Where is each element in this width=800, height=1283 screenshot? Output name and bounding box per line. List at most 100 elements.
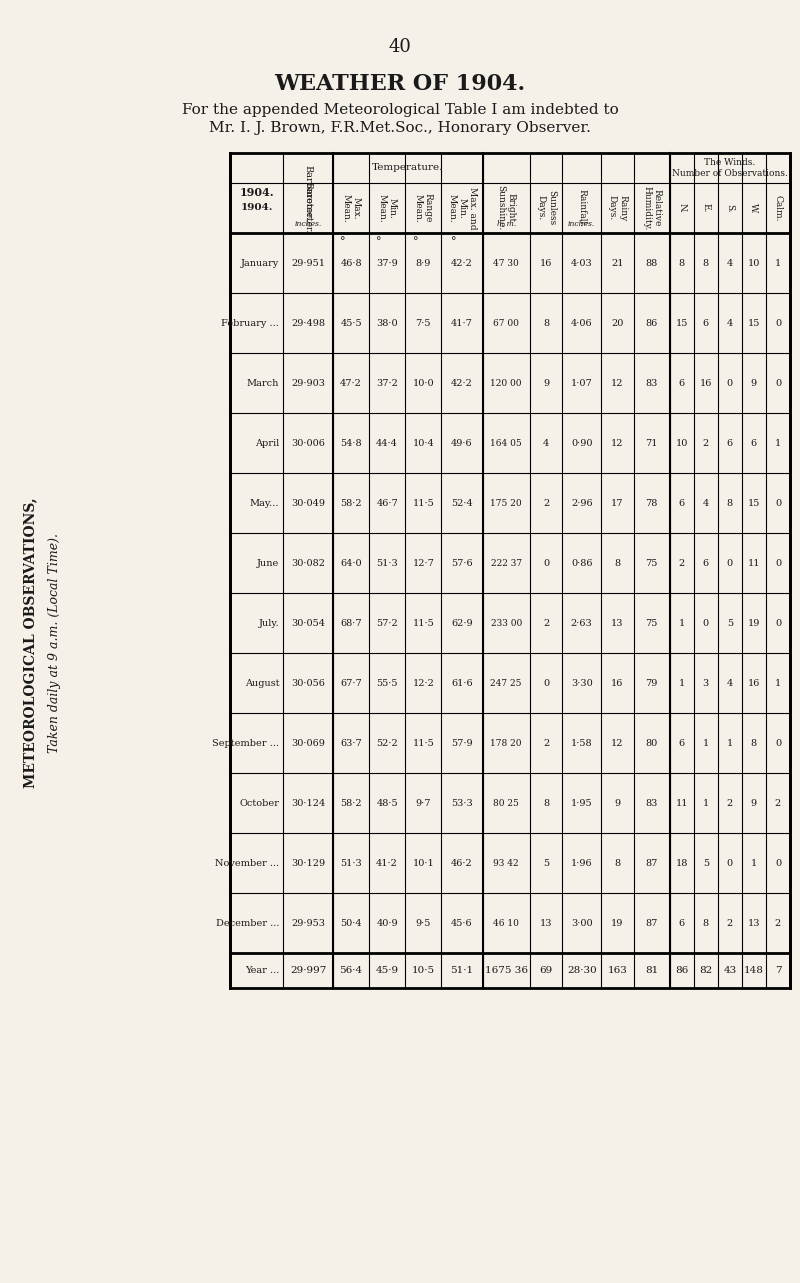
Text: 11: 11: [748, 558, 760, 567]
Text: 0: 0: [775, 558, 781, 567]
Text: 16: 16: [748, 679, 760, 688]
Text: 1: 1: [775, 439, 781, 448]
Text: 57·2: 57·2: [376, 618, 398, 627]
Text: 30·054: 30·054: [291, 618, 325, 627]
Text: 58·2: 58·2: [340, 499, 362, 508]
Text: 9: 9: [751, 378, 757, 387]
Text: 55·5: 55·5: [377, 679, 398, 688]
Text: 86: 86: [646, 318, 658, 327]
Text: 10·5: 10·5: [412, 966, 435, 975]
Text: 0: 0: [775, 858, 781, 867]
Text: 38·0: 38·0: [376, 318, 398, 327]
Text: Barometer.: Barometer.: [304, 182, 313, 234]
Text: 44·4: 44·4: [376, 439, 398, 448]
Text: 52·4: 52·4: [451, 499, 473, 508]
Text: 71: 71: [646, 439, 658, 448]
Text: 6: 6: [702, 318, 709, 327]
Text: 8: 8: [614, 858, 621, 867]
Text: 9: 9: [614, 798, 621, 807]
Text: June: June: [257, 558, 279, 567]
Text: 30·069: 30·069: [291, 739, 325, 748]
Text: 5: 5: [702, 858, 709, 867]
Text: 78: 78: [646, 499, 658, 508]
Text: 21: 21: [611, 258, 624, 267]
Text: 12: 12: [611, 378, 624, 387]
Text: 0: 0: [727, 378, 733, 387]
Text: 0: 0: [543, 558, 549, 567]
Text: 9·7: 9·7: [415, 798, 431, 807]
Text: 47·2: 47·2: [340, 378, 362, 387]
Text: inches.: inches.: [294, 219, 322, 228]
Text: 51·1: 51·1: [450, 966, 474, 975]
Text: 2: 2: [543, 739, 549, 748]
Text: 1904.: 1904.: [239, 187, 274, 199]
Text: 1675 36: 1675 36: [485, 966, 528, 975]
Text: 37·2: 37·2: [376, 378, 398, 387]
Text: Max.
Mean.: Max. Mean.: [342, 194, 361, 222]
Text: 1: 1: [678, 618, 685, 627]
Text: 45·9: 45·9: [376, 966, 398, 975]
Text: 29·498: 29·498: [291, 318, 325, 327]
Text: 30·049: 30·049: [291, 499, 325, 508]
Text: 30·056: 30·056: [291, 679, 325, 688]
Text: 0: 0: [775, 378, 781, 387]
Text: 48·5: 48·5: [376, 798, 398, 807]
Text: 164 05: 164 05: [490, 439, 522, 448]
Text: 15: 15: [748, 499, 760, 508]
Text: 57·6: 57·6: [451, 558, 473, 567]
Text: 11: 11: [675, 798, 688, 807]
Text: 28·30: 28·30: [567, 966, 597, 975]
Text: 10·1: 10·1: [412, 858, 434, 867]
Text: 17: 17: [611, 499, 624, 508]
Text: °: °: [340, 237, 346, 248]
Text: 11·5: 11·5: [412, 618, 434, 627]
Text: 233 00: 233 00: [490, 618, 522, 627]
Text: 1·95: 1·95: [571, 798, 593, 807]
Text: 9·5: 9·5: [415, 919, 431, 928]
Text: N.: N.: [678, 203, 686, 213]
Text: The Winds.
Number of Observations.: The Winds. Number of Observations.: [672, 158, 788, 178]
Text: 75: 75: [646, 558, 658, 567]
Text: 0: 0: [702, 618, 709, 627]
Text: 13: 13: [748, 919, 760, 928]
Text: Relative
Humidity.: Relative Humidity.: [642, 186, 662, 230]
Text: 8: 8: [702, 919, 709, 928]
Text: Max. and
Min.
Mean.: Max. and Min. Mean.: [447, 187, 477, 230]
Text: 4: 4: [726, 679, 733, 688]
Text: 8: 8: [727, 499, 733, 508]
Text: 15: 15: [748, 318, 760, 327]
Text: 178 20: 178 20: [490, 739, 522, 748]
Text: 7·5: 7·5: [415, 318, 431, 327]
Text: 16: 16: [611, 679, 623, 688]
Text: January: January: [241, 258, 279, 267]
Text: 88: 88: [646, 258, 658, 267]
Text: Mr. I. J. Brown, F.R.Met.Soc., Honorary Observer.: Mr. I. J. Brown, F.R.Met.Soc., Honorary …: [209, 121, 591, 135]
Text: For the appended Meteorological Table I am indebted to: For the appended Meteorological Table I …: [182, 103, 618, 117]
Text: METEOROLOGICAL OBSERVATIONS,: METEOROLOGICAL OBSERVATIONS,: [23, 498, 37, 788]
Text: 9: 9: [543, 378, 549, 387]
Text: 8: 8: [751, 739, 757, 748]
Text: 63·7: 63·7: [340, 739, 362, 748]
Text: 61·6: 61·6: [451, 679, 473, 688]
Text: WEATHER OF 1904.: WEATHER OF 1904.: [274, 73, 526, 95]
Text: 80 25: 80 25: [493, 798, 519, 807]
Text: 120 00: 120 00: [490, 378, 522, 387]
Text: 6: 6: [727, 439, 733, 448]
Text: 13: 13: [611, 618, 624, 627]
Text: 0·90: 0·90: [571, 439, 593, 448]
Text: 2: 2: [726, 919, 733, 928]
Text: 64·0: 64·0: [340, 558, 362, 567]
Text: 2: 2: [543, 618, 549, 627]
Text: 41·7: 41·7: [451, 318, 473, 327]
Text: 69: 69: [539, 966, 553, 975]
Text: W.: W.: [750, 203, 758, 213]
Text: 83: 83: [646, 378, 658, 387]
Text: 8·9: 8·9: [415, 258, 431, 267]
Text: 75: 75: [646, 618, 658, 627]
Text: 11·5: 11·5: [412, 739, 434, 748]
Text: 46·7: 46·7: [376, 499, 398, 508]
Text: 29·951: 29·951: [291, 258, 325, 267]
Text: 40: 40: [389, 38, 411, 56]
Text: 175 20: 175 20: [490, 499, 522, 508]
Text: October: October: [239, 798, 279, 807]
